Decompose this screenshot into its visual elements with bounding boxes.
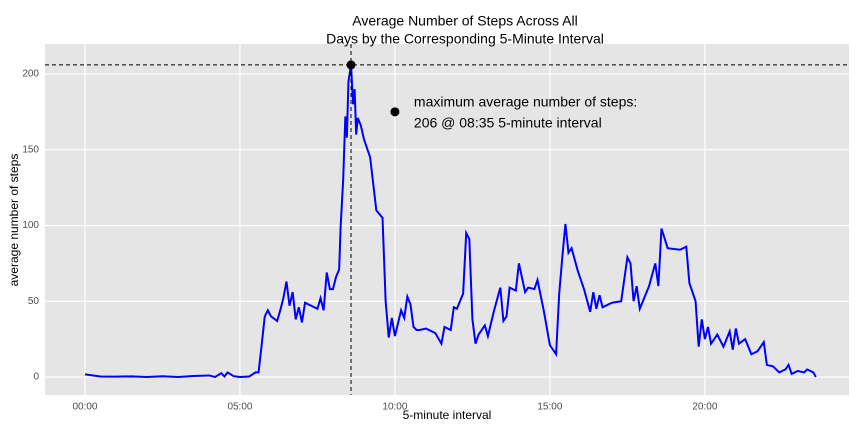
max-point: [346, 60, 356, 70]
y-tick-label: 100: [22, 220, 39, 231]
annotation-point: [390, 107, 400, 117]
y-tick-label: 150: [22, 144, 39, 155]
y-tick-label: 0: [33, 372, 39, 383]
chart-title: Average Number of Steps Across All: [352, 13, 577, 29]
x-tick-label: 05:00: [227, 402, 252, 413]
x-axis-label: 5-minute interval: [403, 408, 492, 422]
data-line: [84, 64, 817, 379]
x-tick-label: 10:00: [382, 402, 407, 413]
x-tick-label: 00:00: [72, 402, 97, 413]
annotation-text: 206 @ 08:35 5-minute interval: [414, 115, 602, 131]
annotation-text: maximum average number of steps:: [414, 94, 637, 110]
y-tick-label: 50: [28, 296, 40, 307]
y-tick-label: 200: [22, 69, 39, 80]
x-tick-label: 20:00: [692, 402, 717, 413]
y-axis-label: average number of steps: [7, 154, 21, 287]
x-tick-label: 15:00: [537, 402, 562, 413]
chart-title: Days by the Corresponding 5-Minute Inter…: [326, 31, 604, 47]
